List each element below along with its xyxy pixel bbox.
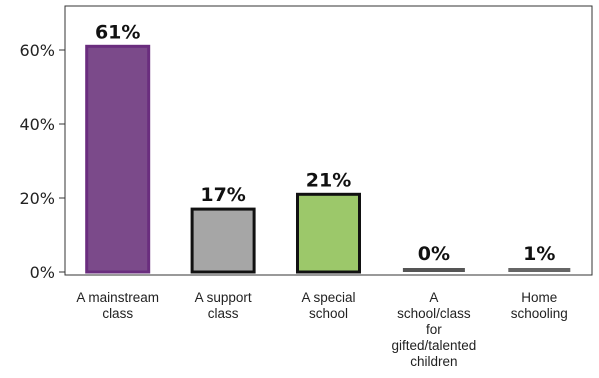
bar bbox=[508, 268, 571, 272]
category-label-line: class bbox=[208, 306, 239, 321]
data-label: 0% bbox=[418, 243, 450, 265]
category-label-line: A support bbox=[195, 290, 252, 305]
category-label: A support class bbox=[195, 290, 252, 321]
category-label-line: school/class bbox=[397, 306, 471, 321]
category-label-line: A special bbox=[301, 290, 355, 305]
category-label-line: school bbox=[309, 306, 348, 321]
category-label-line: for bbox=[426, 322, 442, 337]
category-label-line: children bbox=[410, 354, 457, 369]
category-label-line: A bbox=[429, 290, 438, 305]
category-label: Home schooling bbox=[511, 290, 568, 321]
y-tick-label: 40% bbox=[19, 115, 55, 134]
data-label: 17% bbox=[200, 184, 245, 206]
y-tick-label: 60% bbox=[19, 41, 55, 60]
bar bbox=[85, 44, 151, 274]
bar bbox=[402, 268, 465, 272]
bar bbox=[296, 192, 361, 274]
data-label: 61% bbox=[95, 21, 140, 43]
category-label-line: schooling bbox=[511, 306, 568, 321]
y-tick-label: 20% bbox=[19, 189, 55, 208]
data-labels: 61% 17% 21% 0% 1% bbox=[95, 21, 555, 265]
bar bbox=[190, 207, 256, 274]
category-label: A special school bbox=[301, 290, 355, 321]
category-label-line: A mainstream bbox=[76, 290, 159, 305]
category-label-line: class bbox=[102, 306, 133, 321]
bars bbox=[85, 44, 571, 274]
plot-frame bbox=[64, 5, 593, 276]
category-label: A mainstream class bbox=[76, 290, 159, 321]
data-label: 1% bbox=[523, 243, 555, 265]
data-label: 21% bbox=[306, 169, 351, 191]
y-tick-label: 0% bbox=[30, 263, 55, 282]
y-axis: 0% 20% 40% 60% bbox=[19, 41, 65, 282]
category-label-line: Home bbox=[521, 290, 557, 305]
category-label-line: gifted/talented bbox=[391, 338, 476, 353]
